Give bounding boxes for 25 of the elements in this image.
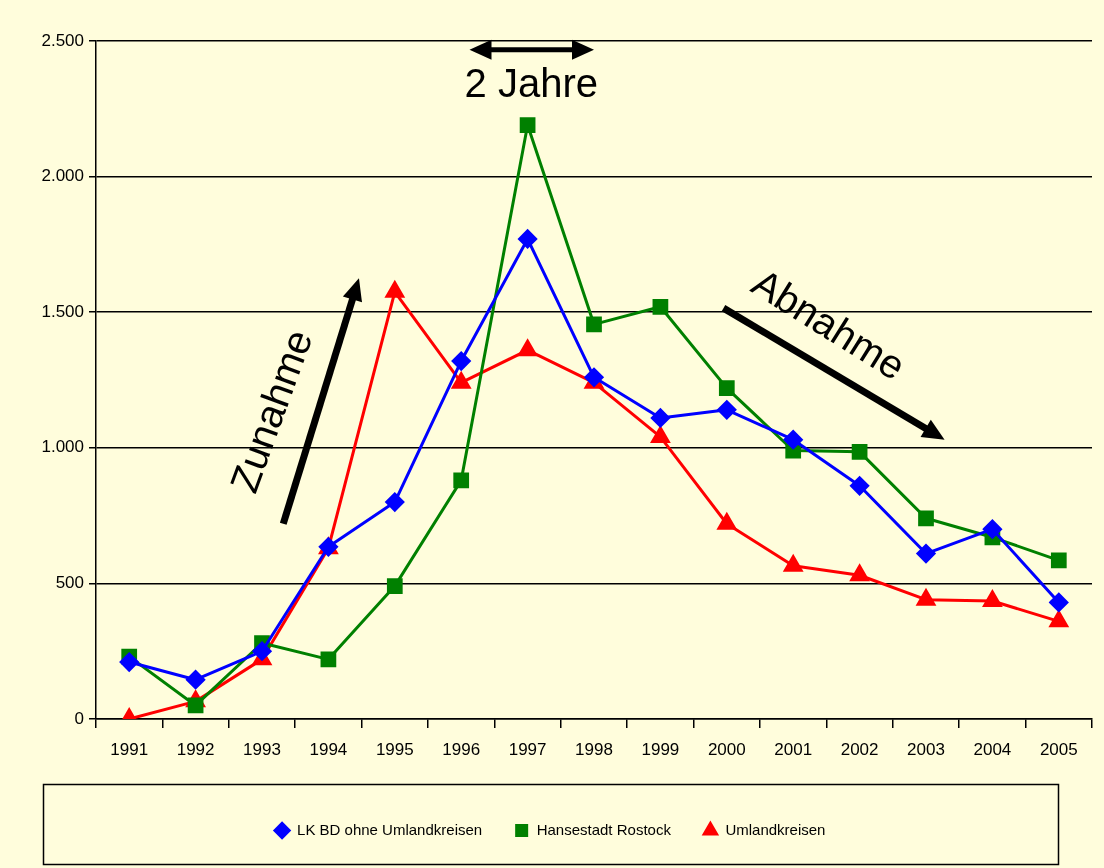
legend-label: LK BD ohne Umlandkreisen (297, 820, 483, 838)
annotation: 2 Jahre (464, 61, 598, 106)
x-tick-label: 1999 (641, 739, 680, 759)
y-tick-label: 500 (55, 573, 84, 593)
x-tick-label: 1994 (309, 739, 348, 759)
y-tick-label: 1.000 (41, 437, 84, 457)
x-tick-label: 1996 (442, 739, 481, 759)
legend-label: Umlandkreisen (725, 820, 826, 838)
x-tick-label: 1991 (110, 739, 149, 759)
x-tick-label: 2005 (1039, 739, 1078, 759)
x-tick-label: 1995 (375, 739, 414, 759)
x-tick-label: 2004 (973, 739, 1012, 759)
x-tick-label: 1992 (176, 739, 215, 759)
x-tick-label: 2000 (707, 739, 746, 759)
y-tick-label: 2.000 (41, 166, 84, 186)
x-tick-label: 1997 (508, 739, 547, 759)
y-tick-label: 1.500 (41, 301, 84, 321)
x-tick-label: 1998 (575, 739, 613, 759)
y-tick-label: 0 (74, 708, 84, 728)
y-tick-label: 2.500 (41, 30, 84, 50)
x-tick-label: 2001 (774, 739, 813, 759)
x-tick-label: 2003 (907, 739, 945, 759)
x-tick-label: 1993 (243, 739, 281, 759)
x-tick-label: 2002 (840, 739, 879, 759)
legend-label: Hansestadt Rostock (536, 820, 672, 838)
